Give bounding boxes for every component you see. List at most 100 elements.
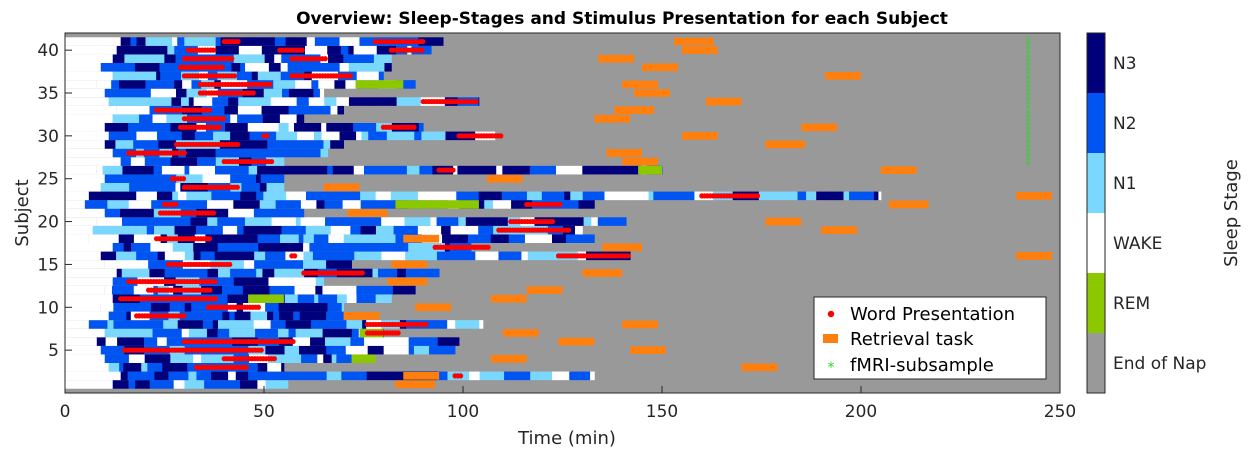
stage-segment [479, 371, 505, 381]
stage-segment [569, 371, 582, 381]
retrieval-task-bar [323, 183, 360, 192]
retrieval-task-bar [622, 320, 659, 329]
stage-segment [521, 251, 529, 261]
y-tick-label: 20 [37, 213, 59, 233]
stage-segment [249, 131, 258, 141]
stage-segment [341, 303, 344, 312]
wake-segment [65, 131, 109, 141]
stage-segment [267, 363, 276, 372]
stage-segment [167, 45, 175, 55]
word-presentation-dot [299, 47, 305, 53]
stage-segment [376, 45, 393, 55]
stage-segment [265, 345, 285, 355]
stage-segment [259, 183, 267, 192]
stage-segment [255, 328, 279, 338]
stage-segment [155, 354, 162, 363]
colorbar-frame [1086, 32, 1106, 394]
stage-segment [284, 345, 300, 355]
colorbar-label-end-of-nap: End of Nap [1113, 354, 1206, 374]
stage-segment [270, 97, 298, 106]
stage-segment [437, 371, 448, 381]
y-tick-label: 30 [37, 127, 59, 147]
stage-segment [282, 88, 290, 98]
retrieval-task-bar [343, 312, 380, 320]
fmri-subsample-marker: * [1026, 78, 1031, 89]
stage-segment [320, 148, 329, 158]
stage-segment [236, 71, 253, 81]
stage-segment [529, 165, 557, 175]
stage-segment [448, 345, 456, 355]
rem-segment [355, 80, 404, 89]
stage-segment [130, 208, 155, 218]
wake-segment [65, 105, 117, 115]
stage-segment [234, 311, 251, 321]
retrieval-task-bar [486, 174, 523, 183]
stage-segment [324, 97, 337, 106]
stage-segment [148, 320, 164, 329]
stage-segment [237, 225, 244, 235]
stage-segment [148, 337, 158, 346]
retrieval-task-bar [642, 63, 678, 72]
stage-segment [323, 354, 333, 363]
stage-segment [843, 191, 850, 201]
stage-segment [181, 97, 190, 106]
stage-segment [296, 97, 310, 106]
stage-segment [356, 294, 377, 303]
stage-segment [246, 200, 261, 209]
stage-segment [247, 97, 272, 106]
word-presentation-dot [234, 184, 240, 190]
stage-segment [167, 80, 175, 89]
stage-segment [298, 234, 304, 243]
stage-segment [250, 311, 268, 321]
stage-segment [264, 54, 275, 63]
stage-segment [123, 363, 142, 372]
stage-segment [156, 71, 161, 81]
stage-segment [107, 320, 114, 329]
colorbar-label-n3: N3 [1113, 54, 1137, 74]
retrieval-task-bar [1016, 192, 1053, 200]
word-presentation-dot [565, 227, 572, 233]
stage-segment [128, 380, 136, 389]
stage-segment [170, 157, 178, 166]
word-presentation-dot [322, 56, 328, 62]
word-presentation-dot [267, 81, 273, 88]
stage-segment [248, 371, 255, 381]
stage-segment [341, 371, 347, 381]
stage-segment [334, 80, 346, 89]
wake-segment [65, 303, 101, 312]
stage-segment [524, 234, 553, 243]
stage-segment [245, 63, 270, 72]
stage-segment [104, 260, 123, 269]
stage-segment [237, 114, 264, 123]
stage-segment [306, 191, 322, 201]
stage-segment [277, 208, 303, 218]
stage-segment [570, 191, 584, 201]
retrieval-task-bar [622, 80, 659, 89]
legend: Word Presentation Retrieval task * fMRI-… [813, 296, 1047, 380]
stage-segment [116, 268, 123, 278]
fmri-subsample-marker: * [1026, 65, 1031, 76]
stage-segment [121, 217, 143, 226]
retrieval-task-bar [347, 209, 388, 217]
stage-segment [248, 165, 258, 175]
stage-segment [95, 234, 120, 243]
retrieval-task-bar [602, 243, 643, 252]
stage-segment [104, 140, 116, 149]
stage-segment [288, 105, 309, 115]
stage-segment [417, 191, 434, 201]
stage-segment [204, 380, 221, 389]
stage-segment [96, 80, 112, 89]
stage-segment [259, 200, 277, 209]
retrieval-task-bar [681, 132, 718, 140]
stage-segment [227, 234, 238, 243]
stage-segment [160, 174, 169, 183]
stage-segment [240, 191, 257, 201]
stage-segment [217, 191, 241, 201]
stage-segment [139, 328, 153, 338]
fmri-subsample-marker: * [1026, 130, 1031, 141]
stage-segment [303, 260, 327, 269]
stage-segment [274, 268, 281, 278]
stage-segment [310, 217, 318, 226]
stage-segment [181, 131, 196, 141]
stage-segment [363, 54, 375, 63]
